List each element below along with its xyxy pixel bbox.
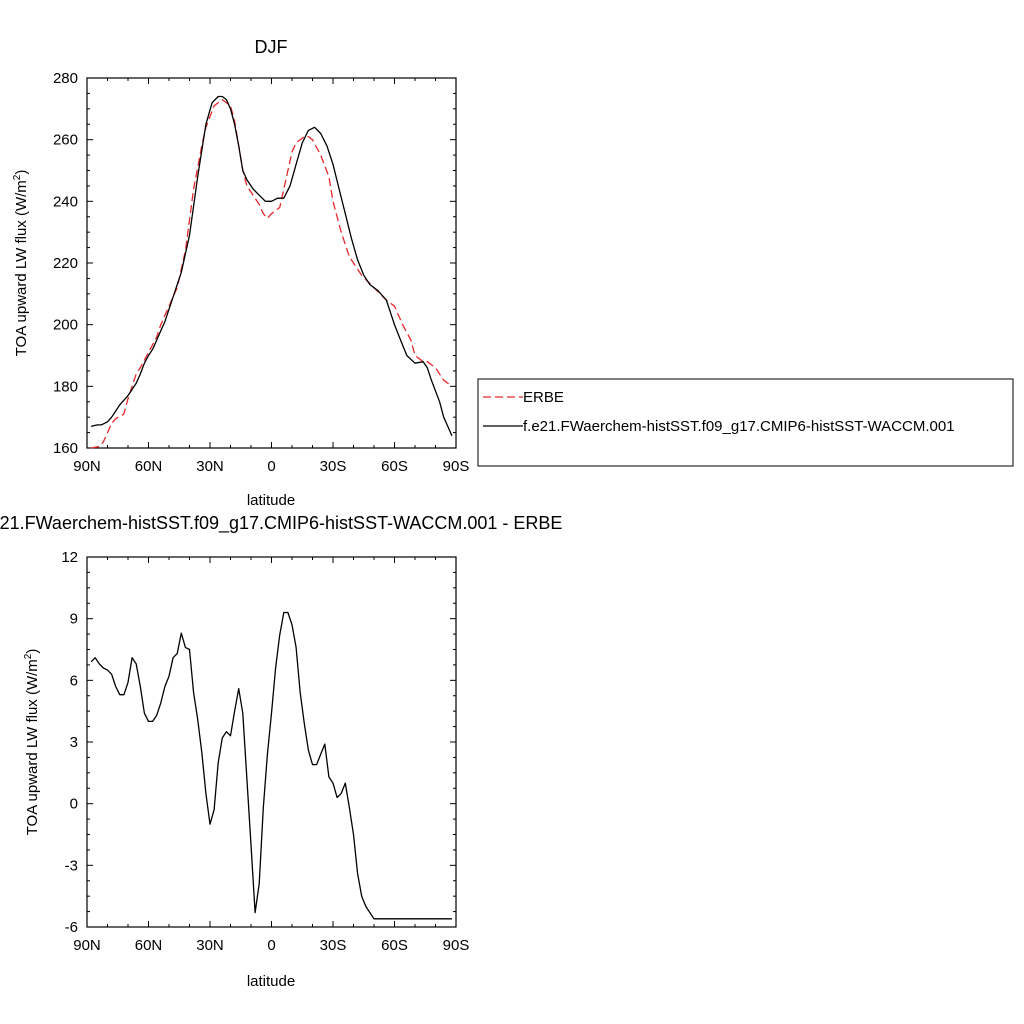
top-y-tick-label: 200	[53, 317, 78, 334]
legend: ERBE f.e21.FWaerchem-histSST.f09_g17.CMI…	[477, 378, 1014, 467]
top-plot-area: 90N 60N 30N 0 30S 60S 90S 160 180 200 220 240 260 280	[53, 70, 469, 475]
bottom-y-tick-label: 3	[70, 734, 78, 751]
top-chart-title: DJF	[255, 37, 288, 57]
top-series-line-1	[90, 95, 453, 436]
bottom-y-axis-label-sup: 2	[23, 653, 34, 659]
top-y-tick-label: 160	[53, 440, 78, 457]
top-y-tick-label: 260	[53, 132, 78, 149]
bottom-x-tick-label: 30S	[320, 937, 347, 954]
top-y-tick-label: 240	[53, 193, 78, 210]
top-x-tick-label: 60S	[381, 458, 408, 475]
top-panel: DJF TOA upward LW flux (W/m2) latitude 9…	[12, 37, 469, 509]
bottom-y-tick-label: 0	[70, 796, 78, 813]
top-x-tick-label: 60N	[135, 458, 163, 475]
bottom-x-tick-label: 30N	[196, 937, 224, 954]
top-x-tick-label: 0	[267, 458, 275, 475]
top-x-axis-label: latitude	[247, 492, 295, 509]
top-x-tick-label: 90S	[443, 458, 470, 475]
bottom-panel: f.e21.FWaerchem-histSST.f09_g17.CMIP6-hi…	[0, 513, 562, 990]
bottom-y-tick-label: -3	[65, 857, 78, 874]
top-y-axis-label: TOA upward LW flux (W/m2)	[12, 170, 30, 357]
bottom-y-tick-label: 6	[70, 672, 78, 689]
bottom-y-axis-label: TOA upward LW flux (W/m2)	[23, 649, 41, 836]
bottom-x-axis-label: latitude	[247, 973, 295, 990]
bottom-y-tick-label: 9	[70, 611, 78, 628]
legend-label-erbe: ERBE	[523, 389, 564, 406]
bottom-x-tick-label: 90S	[443, 937, 470, 954]
bottom-plot-area: 90N 60N 30N 0 30S 60S 90S -6 -3 0 3 6 9 12	[61, 549, 469, 954]
legend-box	[477, 378, 1014, 467]
bottom-plot-frame	[86, 556, 457, 928]
bottom-y-tick-label: 12	[61, 549, 78, 566]
top-y-tick-label: 180	[53, 378, 78, 395]
bottom-x-tick-label: 90N	[73, 937, 101, 954]
top-series-line-0	[90, 98, 453, 449]
top-y-axis-label-sup: 2	[12, 174, 23, 180]
top-y-tick-label: 280	[53, 70, 78, 87]
bottom-y-axis-label-close: )	[24, 649, 41, 654]
bottom-x-tick-label: 60N	[135, 937, 163, 954]
legend-label-model: f.e21.FWaerchem-histSST.f09_g17.CMIP6-hi…	[523, 418, 955, 435]
bottom-y-tick-label: -6	[65, 919, 78, 936]
top-y-axis-label-close: )	[13, 170, 30, 175]
top-plot-frame	[86, 77, 457, 449]
bottom-y-axis-label-text: TOA upward LW flux (W/m	[24, 659, 41, 835]
top-x-tick-label: 90N	[73, 458, 101, 475]
bottom-x-tick-label: 60S	[381, 937, 408, 954]
top-x-tick-label: 30S	[320, 458, 347, 475]
top-y-axis-label-text: TOA upward LW flux (W/m	[13, 180, 30, 356]
bottom-series-line-0	[90, 611, 452, 920]
top-x-tick-label: 30N	[196, 458, 224, 475]
bottom-chart-title: f.e21.FWaerchem-histSST.f09_g17.CMIP6-hi…	[0, 513, 562, 534]
top-y-tick-label: 220	[53, 255, 78, 272]
bottom-x-tick-label: 0	[267, 937, 275, 954]
